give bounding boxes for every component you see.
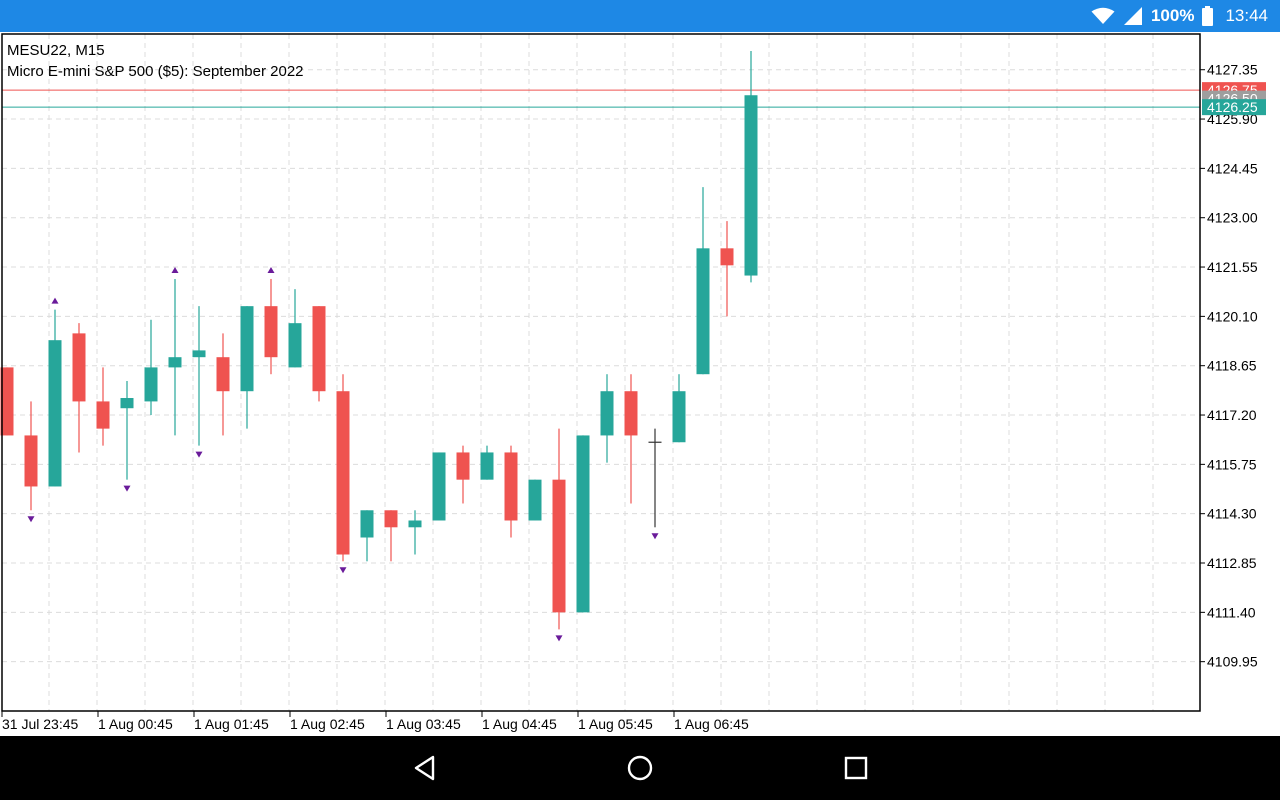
candle-body xyxy=(432,452,446,521)
candle-body xyxy=(0,367,14,436)
plot-frame xyxy=(1,33,1201,712)
back-button[interactable] xyxy=(393,736,457,800)
ask-price-label-bg xyxy=(1202,99,1266,116)
battery-icon xyxy=(1202,6,1214,26)
candle-body xyxy=(504,452,518,521)
candle-body xyxy=(408,520,422,528)
price-lines xyxy=(2,89,1200,108)
price-tick-label: 4127.35 xyxy=(1207,62,1258,78)
price-tick-label: 4118.65 xyxy=(1207,358,1257,374)
home-icon xyxy=(627,755,653,781)
candle-body xyxy=(336,391,350,555)
time-axis: 31 Jul 23:45 1 Aug 00:45 1 Aug 01:45 1 Aug … xyxy=(1,711,749,732)
recents-icon xyxy=(844,756,868,780)
time-tick-label: 31 Jul 23:45 xyxy=(2,716,78,732)
symbol-description: Micro E-mini S&P 500 ($5): September 202… xyxy=(7,63,304,80)
candle-body xyxy=(744,95,758,276)
time-tick-label: 1 Aug 00:45 xyxy=(98,716,173,732)
navigation-bar xyxy=(0,736,1280,800)
candle-body xyxy=(360,510,374,538)
ask-price-label: 4126.25 xyxy=(1207,99,1258,115)
candle-body xyxy=(600,391,614,436)
candle-body xyxy=(216,357,230,392)
fractal-up-marker xyxy=(51,297,59,304)
price-tick-label: 4123.00 xyxy=(1207,210,1258,226)
price-tick-label: 4109.95 xyxy=(1207,654,1258,670)
time-tick-label: 1 Aug 06:45 xyxy=(674,716,749,732)
candle-body xyxy=(264,306,278,358)
price-tick-label: 4117.20 xyxy=(1207,407,1257,423)
fractal-down-marker xyxy=(195,451,203,458)
time-tick-label: 1 Aug 05:45 xyxy=(578,716,653,732)
candle-body xyxy=(144,367,158,402)
chart-grid xyxy=(2,34,1200,711)
time-tick-label: 1 Aug 02:45 xyxy=(290,716,365,732)
candle-body xyxy=(288,323,302,368)
candle-body xyxy=(24,435,38,487)
home-button[interactable] xyxy=(608,736,672,800)
price-tick-label: 4115.75 xyxy=(1207,456,1257,472)
candle-body xyxy=(240,306,254,392)
candles xyxy=(0,51,758,642)
candle-body xyxy=(576,435,590,613)
candle-body xyxy=(624,391,638,436)
time-tick-label: 1 Aug 01:45 xyxy=(194,716,269,732)
price-tick-label: 4111.40 xyxy=(1207,604,1256,620)
price-tick-label: 4114.30 xyxy=(1207,506,1257,522)
price-tick-label: 4121.55 xyxy=(1207,259,1258,275)
wifi-icon xyxy=(1091,7,1115,24)
price-tick-label: 4112.85 xyxy=(1207,555,1257,571)
fractal-up-marker xyxy=(267,266,275,273)
candle-body xyxy=(456,452,470,480)
candle-body xyxy=(48,340,62,487)
clock: 13:44 xyxy=(1225,6,1268,25)
candle-body xyxy=(192,350,206,358)
candle-body xyxy=(72,333,86,402)
price-tick-label: 4124.45 xyxy=(1207,160,1258,176)
candle-body xyxy=(312,306,326,392)
back-icon xyxy=(414,755,435,781)
time-tick-label: 1 Aug 03:45 xyxy=(386,716,461,732)
candle-body xyxy=(480,452,494,480)
price-chart[interactable]: 4127.354125.904124.454123.004121.554120.… xyxy=(0,32,1280,736)
candle-body xyxy=(528,479,542,521)
chart-area[interactable]: 4127.35 4125.90 4124.45 4123.00 4121.55 4120.… xyxy=(0,32,1280,736)
recents-button[interactable] xyxy=(824,736,888,800)
symbol-title: MESU22, M15 xyxy=(7,42,105,59)
fractal-down-marker xyxy=(339,567,347,574)
time-tick-label: 1 Aug 04:45 xyxy=(482,716,557,732)
fractal-down-marker xyxy=(651,533,659,540)
candle-body xyxy=(96,401,110,429)
candle-body xyxy=(552,479,566,613)
candle-body xyxy=(696,248,710,375)
fractal-down-marker xyxy=(123,485,131,492)
candle-body xyxy=(168,357,182,368)
candle-body xyxy=(720,248,734,266)
candle-body xyxy=(384,510,398,528)
cell-signal-icon xyxy=(1123,7,1142,25)
candle-body xyxy=(120,398,134,409)
fractal-up-marker xyxy=(171,266,179,273)
status-icons: 100% 13:44 xyxy=(1091,0,1268,32)
price-axis: 4127.354125.904124.454123.004121.554120.… xyxy=(1200,62,1258,670)
fractal-down-marker xyxy=(27,516,35,523)
status-bar: 100% 13:44 xyxy=(0,0,1280,32)
fractal-down-marker xyxy=(555,635,563,642)
battery-percent: 100% xyxy=(1150,6,1195,25)
candle-body xyxy=(672,391,686,443)
price-tick-label: 4120.10 xyxy=(1207,308,1258,324)
